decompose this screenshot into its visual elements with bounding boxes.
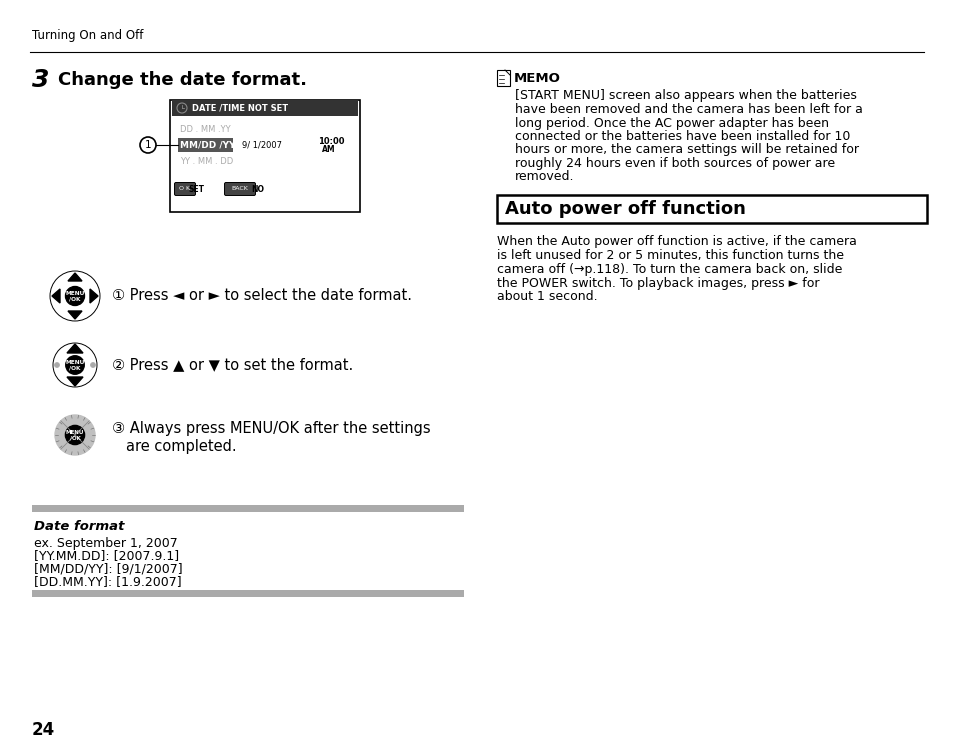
Text: Date format: Date format (34, 520, 125, 534)
Text: DATE /TIME NOT SET: DATE /TIME NOT SET (192, 103, 288, 112)
Polygon shape (68, 273, 82, 281)
Polygon shape (67, 344, 83, 353)
Text: ② Press ▲ or ▼ to set the format.: ② Press ▲ or ▼ to set the format. (112, 358, 353, 372)
FancyBboxPatch shape (174, 183, 195, 196)
Text: roughly 24 hours even if both sources of power are: roughly 24 hours even if both sources of… (515, 157, 834, 170)
Bar (172, 100, 357, 116)
Text: 24: 24 (32, 721, 55, 739)
Circle shape (91, 362, 95, 368)
Bar (32, 590, 463, 597)
Text: 3: 3 (32, 68, 50, 92)
Text: Turning On and Off: Turning On and Off (32, 29, 143, 42)
Text: 1: 1 (145, 140, 152, 150)
Text: Auto power off function: Auto power off function (504, 200, 745, 218)
Bar (497, 195, 926, 223)
Polygon shape (68, 311, 82, 319)
Text: connected or the batteries have been installed for 10: connected or the batteries have been ins… (515, 130, 849, 143)
Text: MENU
/OK: MENU /OK (66, 430, 84, 440)
Text: MENU
/OK: MENU /OK (65, 291, 85, 301)
Text: ① Press ◄ or ► to select the date format.: ① Press ◄ or ► to select the date format… (112, 288, 412, 304)
Text: camera off (→p.118). To turn the camera back on, slide: camera off (→p.118). To turn the camera … (497, 263, 841, 276)
Text: MM/DD /YY: MM/DD /YY (180, 140, 235, 149)
Text: MENU
/OK: MENU /OK (65, 359, 85, 371)
Text: removed.: removed. (515, 171, 574, 183)
Circle shape (55, 415, 95, 455)
Polygon shape (67, 377, 83, 386)
Text: ③ Always press MENU/OK after the settings: ③ Always press MENU/OK after the setting… (112, 421, 430, 436)
Circle shape (66, 356, 84, 374)
Text: the POWER switch. To playback images, press ► for: the POWER switch. To playback images, pr… (497, 276, 819, 289)
Text: are completed.: are completed. (126, 439, 236, 454)
Text: Change the date format.: Change the date format. (58, 71, 307, 89)
Text: [DD.MM.YY]: [1.9.2007]: [DD.MM.YY]: [1.9.2007] (34, 575, 181, 588)
Text: have been removed and the camera has been left for a: have been removed and the camera has bee… (515, 103, 862, 116)
Text: BACK: BACK (232, 186, 248, 192)
Text: When the Auto power off function is active, if the camera: When the Auto power off function is acti… (497, 235, 856, 248)
Text: long period. Once the AC power adapter has been: long period. Once the AC power adapter h… (515, 116, 828, 130)
Text: about 1 second.: about 1 second. (497, 291, 597, 304)
Polygon shape (52, 289, 60, 303)
Text: [MM/DD/YY]: [9/1/2007]: [MM/DD/YY]: [9/1/2007] (34, 562, 182, 575)
Text: 10:00: 10:00 (317, 137, 344, 146)
Polygon shape (90, 289, 98, 303)
Text: NO: NO (252, 184, 264, 193)
Text: [START MENU] screen also appears when the batteries: [START MENU] screen also appears when th… (515, 90, 856, 103)
Text: ex. September 1, 2007: ex. September 1, 2007 (34, 537, 177, 550)
Circle shape (66, 425, 85, 445)
Text: SET: SET (189, 184, 205, 193)
Text: YY . MM . DD: YY . MM . DD (180, 158, 233, 167)
Text: is left unused for 2 or 5 minutes, this function turns the: is left unused for 2 or 5 minutes, this … (497, 248, 843, 261)
Text: hours or more, the camera settings will be retained for: hours or more, the camera settings will … (515, 143, 858, 156)
Circle shape (66, 286, 85, 306)
Bar (170, 100, 359, 212)
Text: [YY.MM.DD]: [2007.9.1]: [YY.MM.DD]: [2007.9.1] (34, 550, 179, 562)
Text: 9/ 1/2007: 9/ 1/2007 (242, 140, 282, 149)
Circle shape (54, 362, 59, 368)
Bar (178, 138, 233, 152)
FancyBboxPatch shape (224, 183, 255, 196)
Text: MEMO: MEMO (514, 72, 560, 85)
Text: DD . MM .YY: DD . MM .YY (180, 125, 231, 134)
Bar (497, 70, 510, 86)
Text: AM: AM (322, 144, 335, 153)
Bar (32, 505, 463, 512)
Text: O K: O K (179, 186, 191, 192)
